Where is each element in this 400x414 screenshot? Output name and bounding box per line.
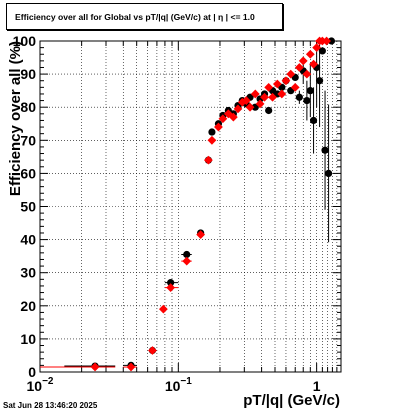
- y-tick-label: 100: [13, 33, 37, 49]
- data-point-black: [265, 106, 273, 115]
- footer-timestamp: Sat Jun 28 13:46:20 2025: [3, 401, 98, 410]
- data-point-black: [306, 87, 314, 95]
- x-tick-base: 1: [313, 378, 321, 394]
- data-point-red: [286, 69, 296, 79]
- data-point-red: [298, 56, 308, 66]
- data-point-red: [309, 59, 318, 69]
- data-point-red: [294, 63, 304, 72]
- data-point-red: [322, 36, 331, 46]
- data-point-red: [312, 43, 322, 53]
- x-tick-label: 10−1: [165, 376, 192, 394]
- data-point-black: [309, 116, 318, 125]
- data-point-black: [295, 93, 303, 101]
- data-point-black: [321, 146, 329, 154]
- y-tick-label: 0: [28, 364, 36, 380]
- data-point-red: [204, 155, 213, 165]
- data-point-red: [305, 49, 315, 59]
- data-point-red: [233, 104, 243, 114]
- data-point-black: [324, 169, 333, 177]
- y-tick-label: 90: [20, 66, 36, 82]
- y-tick-label: 40: [20, 232, 36, 248]
- y-tick-label: 30: [20, 265, 36, 281]
- data-point-red: [218, 114, 228, 124]
- x-tick-exponent: −2: [42, 376, 54, 387]
- data-point-red: [255, 99, 265, 109]
- data-point-black: [327, 37, 336, 45]
- data-point-red: [264, 82, 274, 92]
- data-point-red: [166, 283, 176, 292]
- data-point-red: [260, 92, 269, 102]
- data-point-red: [245, 102, 255, 112]
- data-point-red: [90, 362, 100, 372]
- data-point-black: [183, 250, 191, 259]
- x-tick-base: 10: [27, 378, 43, 394]
- data-point-red: [148, 346, 157, 355]
- data-point-black: [208, 128, 216, 136]
- data-point-red: [214, 122, 223, 132]
- x-tick-label: 1: [313, 378, 321, 394]
- data-point-red: [223, 109, 233, 119]
- data-point-red: [268, 92, 277, 102]
- data-point-red: [277, 89, 287, 99]
- data-point-red: [241, 96, 251, 105]
- y-tick-label: 60: [20, 165, 36, 181]
- y-tick-label: 20: [20, 298, 36, 314]
- data-point-black: [318, 47, 326, 55]
- data-point-red: [281, 76, 291, 86]
- data-layer: [40, 36, 336, 372]
- data-point-red: [196, 230, 206, 240]
- chart-title: Efficiency over all for Global vs pT/|q|…: [15, 12, 255, 22]
- x-tick-base: 10: [165, 378, 181, 394]
- data-point-black: [315, 77, 324, 85]
- data-point-black: [273, 90, 281, 98]
- data-point-red: [207, 135, 217, 145]
- y-tick-label: 70: [20, 132, 36, 148]
- data-point-red: [272, 79, 282, 89]
- chart-title-box: Efficiency over all for Global vs pT/|q|…: [6, 3, 283, 30]
- data-point-red: [158, 304, 168, 314]
- data-point-red: [290, 82, 300, 92]
- data-point-red: [250, 89, 260, 99]
- data-point-red: [182, 256, 192, 266]
- y-tick-label: 80: [20, 99, 36, 115]
- y-tick-label: 50: [20, 199, 36, 215]
- y-axis-label: Efficiency over all (%): [7, 41, 24, 196]
- x-tick-exponent: −1: [180, 376, 192, 387]
- y-tick-label: 10: [20, 331, 36, 347]
- data-point-red: [302, 69, 312, 79]
- x-tick-label: 10−2: [27, 376, 54, 394]
- data-point-black: [167, 279, 175, 287]
- data-point-red: [126, 362, 136, 372]
- x-axis-label: pT/|q| (GeV/c): [243, 392, 340, 409]
- data-point-red: [228, 112, 238, 122]
- grid-layer: [40, 41, 341, 372]
- data-point-black: [303, 96, 311, 105]
- data-point-black: [251, 103, 259, 111]
